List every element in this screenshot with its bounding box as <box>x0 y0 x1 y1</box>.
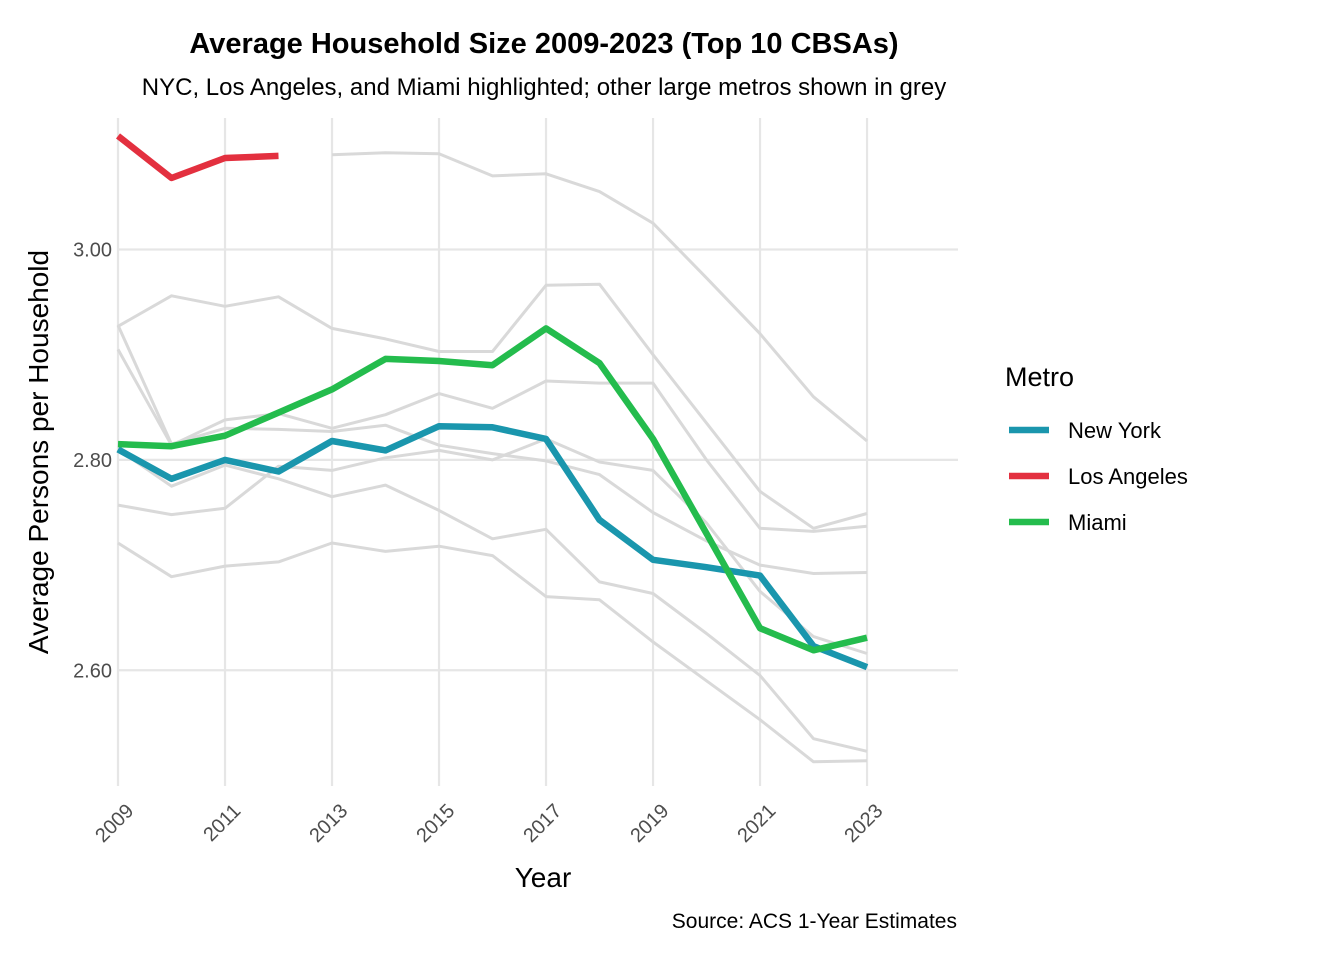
chart-subtitle: NYC, Los Angeles, and Miami highlighted;… <box>142 74 946 101</box>
legend-entries: New York Los Angeles Miami <box>1009 418 1188 535</box>
legend-title: Metro <box>1005 362 1074 392</box>
y-tick-label: 2.80 <box>73 450 112 472</box>
y-tick-label: 3.00 <box>73 239 112 261</box>
gridlines <box>116 118 958 786</box>
x-tick-label: 2017 <box>519 800 566 847</box>
highlighted-metro-lines <box>115 133 869 671</box>
metro-line-grey-9 <box>117 541 868 764</box>
metro-line-grey-4 <box>117 282 868 530</box>
series-line-miami <box>117 325 868 654</box>
background-metro-lines <box>116 151 868 764</box>
chart-title: Average Household Size 2009-2023 (Top 10… <box>189 28 898 60</box>
metro-line-grey-5 <box>116 348 868 533</box>
x-axis-title: Year <box>515 862 572 893</box>
chart-caption: Source: ACS 1-Year Estimates <box>672 910 957 933</box>
legend-label-miami: Miami <box>1068 510 1127 535</box>
metro-line-grey-8 <box>117 448 868 753</box>
x-tick-label: 2009 <box>91 800 138 847</box>
legend-label-new-york: New York <box>1068 418 1162 443</box>
metro-line-grey-7 <box>117 437 868 655</box>
legend: Metro New York Los Angeles Miami <box>1005 362 1188 535</box>
y-axis-title: Average Persons per Household <box>23 250 54 654</box>
y-tick-label: 2.60 <box>73 660 112 682</box>
metro-line-grey-3 <box>331 151 868 443</box>
x-tick-label: 2019 <box>626 800 673 847</box>
series-line-los-angeles <box>115 133 279 182</box>
y-axis-tick-labels: 2.60 2.80 3.00 <box>73 239 112 682</box>
series-line-new-york <box>116 422 869 671</box>
x-tick-label: 2013 <box>305 800 352 847</box>
legend-label-los-angeles: Los Angeles <box>1068 464 1188 489</box>
x-tick-label: 2015 <box>412 800 459 847</box>
x-tick-label: 2021 <box>733 800 780 847</box>
x-tick-label: 2011 <box>199 800 245 846</box>
x-tick-label: 2023 <box>840 800 887 847</box>
x-axis-tick-labels: 2009 2011 2013 2015 2017 2019 2021 2023 <box>91 800 887 847</box>
